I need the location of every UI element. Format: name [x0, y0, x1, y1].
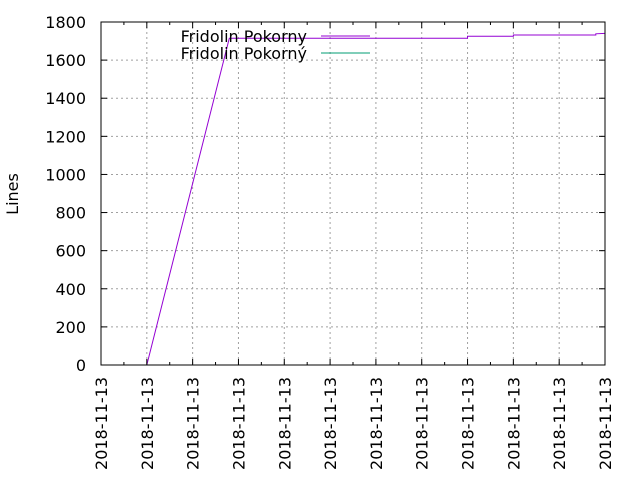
x-tick-label: 2018-11-13 [229, 377, 248, 470]
x-tick-label: 2018-11-13 [138, 377, 157, 470]
y-tick-label: 800 [55, 204, 86, 223]
plot-frame [100, 21, 606, 366]
x-tick-label: 2018-11-13 [92, 377, 111, 470]
y-tick-label: 600 [55, 242, 86, 261]
x-tick-label: 2018-11-13 [184, 377, 203, 470]
x-tick-label: 2018-11-13 [504, 377, 523, 470]
series-lines [146, 32, 606, 366]
x-tick-label: 2018-11-13 [550, 377, 569, 470]
y-tick-label: 400 [55, 280, 86, 299]
legend-label-1: Fridolin Pokorný [181, 44, 307, 63]
y-tick-label: 1600 [45, 51, 86, 70]
legend-label-0: Fridolin Pokorny [181, 27, 307, 46]
y-tick-label: 1200 [45, 127, 86, 146]
x-tick-label: 2018-11-13 [596, 377, 615, 470]
y-tick-label: 200 [55, 318, 86, 337]
y-tick-label: 0 [76, 356, 86, 375]
x-tick-label: 2018-11-13 [459, 377, 478, 470]
x-axis-ticks: 2018-11-13 2018-11-13 2018-11-13 2018-11-13… [92, 22, 615, 470]
x-tick-label: 2018-11-13 [321, 377, 340, 470]
y-tick-label: 1400 [45, 89, 86, 108]
y-axis-ticks: 0 200 400 600 800 1000 1200 1400 1600 1800 [45, 13, 605, 375]
y-axis-label: Lines [3, 173, 22, 215]
x-tick-label: 2018-11-13 [275, 377, 294, 470]
y-tick-label: 1000 [45, 165, 86, 184]
grid-lines [101, 22, 605, 365]
series-line-0 [146, 32, 606, 366]
y-tick-label: 1800 [45, 13, 86, 32]
x-tick-label: 2018-11-13 [367, 377, 386, 470]
x-tick-label: 2018-11-13 [413, 377, 432, 470]
